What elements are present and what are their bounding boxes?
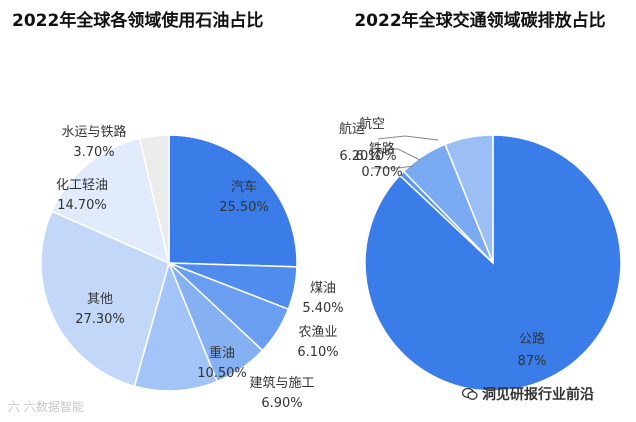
pie-0-label-1: 煤油 (310, 281, 336, 296)
pie-1-leader-3 (377, 135, 439, 141)
pie-1-value-0: 87% (518, 354, 547, 369)
pie-1-label-2: 航运 (339, 121, 365, 137)
pie-1-value-3: 6.10% (355, 149, 396, 164)
pie-0-value-0: 25.50% (219, 200, 269, 215)
pie-1-value-1: 0.70% (361, 165, 402, 180)
watermark-left: 六 六数据智能 (8, 400, 84, 414)
pie-1-label-3: 航空 (359, 116, 385, 132)
pie-0-value-2: 6.10% (297, 345, 338, 360)
pie-0-slice-7 (138, 134, 170, 264)
pie-0-label-3: 建筑与施工 (249, 375, 314, 391)
pie-0-label-7: 水运与铁路 (61, 124, 126, 140)
wechat-icon (462, 387, 478, 401)
left-chart-title: 2022年全球各领域使用石油占比 (12, 11, 264, 31)
watermark-right-text: 洞见研报行业前沿 (482, 387, 594, 403)
pie-1-slice-3 (444, 134, 494, 264)
watermark-right: 洞见研报行业前沿 (462, 384, 594, 404)
pie-0-slice-0 (168, 134, 298, 268)
pie-1-label-0: 公路 (519, 331, 545, 347)
pie-1-value-2: 6.20% (339, 149, 380, 164)
pie-0-value-3: 6.90% (261, 396, 302, 411)
pie-0-label-5: 其他 (87, 292, 113, 307)
pie-0-label-4: 重油 (209, 345, 235, 361)
pie-0-label-2: 农渔业 (298, 325, 337, 340)
pie-0-value-7: 3.70% (73, 145, 114, 160)
pie-0-slice-6 (50, 137, 171, 265)
pie-0-value-6: 14.70% (57, 198, 107, 213)
pie-0-slice-5 (40, 210, 170, 388)
pie-0-value-1: 5.40% (302, 301, 343, 316)
pie-1-leader-2 (374, 148, 421, 161)
right-chart-title: 2022年全球交通领域碳排放占比 (354, 11, 606, 31)
pie-1-label-1: 铁路 (369, 141, 395, 157)
pie-1-leader-1 (371, 165, 415, 169)
pie-0-label-0: 汽车 (231, 179, 257, 195)
pie-0-label-6: 化工轻油 (56, 178, 108, 193)
pie-0: 汽车 25.50% 煤油 5.40% 农渔业 6.10% 建筑与施工 6.90% 重油 10.50… (40, 124, 344, 411)
pie-0-slice-4 (133, 260, 219, 392)
pie-0-value-4: 10.50% (197, 366, 247, 381)
pie-0-value-5: 27.30% (75, 312, 125, 327)
